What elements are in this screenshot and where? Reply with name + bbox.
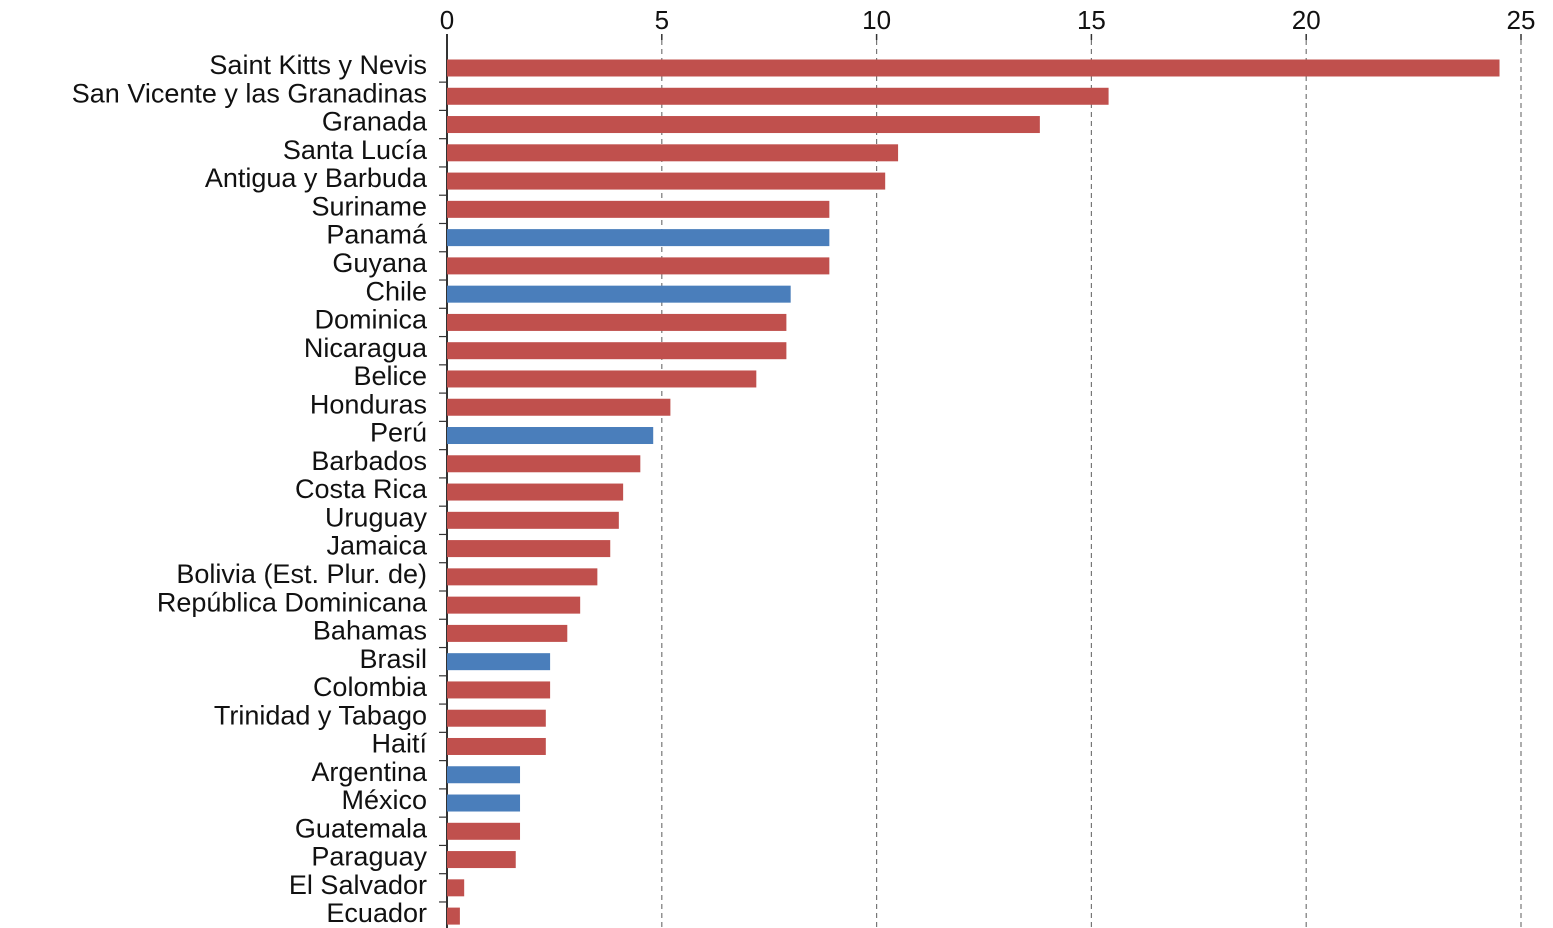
bar bbox=[447, 794, 521, 812]
x-tick-label: 5 bbox=[655, 5, 669, 35]
bar bbox=[447, 144, 899, 162]
bar bbox=[447, 851, 516, 869]
bar bbox=[447, 568, 598, 586]
bar bbox=[447, 229, 830, 247]
y-tick-label: Colombia bbox=[313, 672, 428, 702]
bar bbox=[447, 59, 1500, 77]
y-tick-label: Uruguay bbox=[325, 502, 428, 532]
bar bbox=[447, 766, 521, 784]
x-tick-label: 25 bbox=[1507, 5, 1536, 35]
x-tick-label: 0 bbox=[440, 5, 454, 35]
bar bbox=[447, 907, 460, 925]
y-tick-label: Guyana bbox=[332, 248, 428, 278]
y-tick-label: Haití bbox=[371, 729, 427, 759]
y-tick-label: Dominica bbox=[314, 305, 428, 335]
bar bbox=[447, 879, 465, 897]
bar bbox=[447, 172, 886, 190]
y-tick-label: Jamaica bbox=[326, 531, 428, 561]
bar bbox=[447, 370, 757, 388]
bar bbox=[447, 822, 521, 840]
bar bbox=[447, 624, 568, 642]
y-tick-label: Saint Kitts y Nevis bbox=[209, 50, 427, 80]
y-tick-label: Costa Rica bbox=[295, 474, 428, 504]
y-tick-label: Ecuador bbox=[326, 898, 427, 928]
y-tick-label: Antigua y Barbuda bbox=[205, 163, 428, 193]
y-tick-label: Suriname bbox=[311, 191, 427, 221]
x-tick-label: 10 bbox=[862, 5, 891, 35]
y-tick-label: Paraguay bbox=[311, 842, 427, 872]
y-tick-label: Perú bbox=[370, 418, 427, 448]
y-tick-label: Belice bbox=[353, 361, 427, 391]
bar bbox=[447, 342, 787, 360]
bar bbox=[447, 427, 654, 445]
y-tick-label: Granada bbox=[322, 107, 428, 137]
y-tick-label: San Vicente y las Granadinas bbox=[72, 78, 427, 108]
y-tick-label: México bbox=[341, 785, 427, 815]
bar bbox=[447, 313, 787, 331]
bar bbox=[447, 398, 671, 416]
x-tick-label: 15 bbox=[1077, 5, 1106, 35]
bar bbox=[447, 257, 830, 275]
y-tick-label: Trinidad y Tabago bbox=[214, 700, 427, 730]
bar bbox=[447, 200, 830, 218]
bar bbox=[447, 116, 1040, 134]
y-tick-label: Guatemala bbox=[295, 813, 428, 843]
y-tick-label: El Salvador bbox=[289, 870, 427, 900]
x-tick-label: 20 bbox=[1292, 5, 1321, 35]
y-tick-label: Chile bbox=[365, 276, 427, 306]
y-tick-label: Argentina bbox=[311, 757, 428, 787]
y-tick-label: Bolivia (Est. Plur. de) bbox=[176, 559, 427, 589]
bar bbox=[447, 709, 546, 727]
y-tick-label: Panamá bbox=[326, 220, 428, 250]
bar bbox=[447, 540, 611, 558]
bar bbox=[447, 285, 791, 303]
bar bbox=[447, 737, 546, 755]
y-tick-label: República Dominicana bbox=[157, 587, 428, 617]
y-tick-label: Brasil bbox=[359, 644, 427, 674]
bar bbox=[447, 455, 641, 473]
y-tick-label: Barbados bbox=[311, 446, 427, 476]
bar bbox=[447, 681, 551, 699]
bar bbox=[447, 483, 624, 501]
y-tick-label: Nicaragua bbox=[304, 333, 428, 363]
bar bbox=[447, 87, 1109, 105]
bar bbox=[447, 511, 619, 529]
bar bbox=[447, 653, 551, 671]
bar bbox=[447, 596, 581, 614]
y-tick-label: Santa Lucía bbox=[283, 135, 428, 165]
y-tick-label: Bahamas bbox=[313, 616, 427, 646]
y-tick-label: Honduras bbox=[310, 389, 427, 419]
